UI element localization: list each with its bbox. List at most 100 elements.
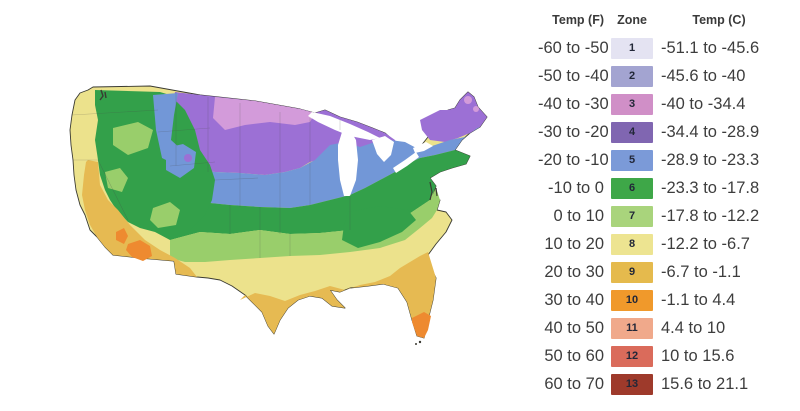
zone-number: 1 xyxy=(628,41,636,54)
temp-f-range: 30 to 40 xyxy=(544,290,604,309)
lake-erie xyxy=(393,152,419,173)
zone3-maine-spot xyxy=(473,106,479,112)
zone-number: 11 xyxy=(626,321,638,334)
temp-f-range: -60 to -50 xyxy=(538,38,609,57)
zone7-arizona-patch xyxy=(150,202,180,228)
zone-color-swatch: 13 xyxy=(611,373,653,395)
lake-michigan xyxy=(338,130,358,196)
zone-color-swatch: 3 xyxy=(611,93,653,115)
zone5-rockies-patch xyxy=(166,144,196,178)
zone5-montana-patch xyxy=(153,93,194,166)
zone-number: 8 xyxy=(628,237,636,250)
puget-sound xyxy=(99,89,107,101)
zone-color-swatch: 1 xyxy=(611,37,653,59)
lake-ontario xyxy=(413,142,433,153)
us-hardiness-zone-map xyxy=(58,70,508,360)
legend-row: -20 to -10 5 -28.9 to -23.3 xyxy=(538,146,778,174)
zone4-colorado-spot xyxy=(184,154,192,162)
state-borders xyxy=(71,92,351,258)
temp-f-range: 0 to 10 xyxy=(553,206,604,225)
us-map-svg xyxy=(69,85,488,345)
zone-color-swatch: 2 xyxy=(611,65,653,87)
zone10-arizona-patch xyxy=(126,240,152,261)
lake-huron xyxy=(372,136,394,162)
temp-f-range: 20 to 30 xyxy=(544,262,604,281)
legend-row: -40 to -30 3 -40 to -34.4 xyxy=(538,90,778,118)
zone4-newengland-region xyxy=(420,92,487,142)
temp-c-range: -17.8 to -12.2 xyxy=(661,206,760,225)
zone10-florida-patch xyxy=(412,312,431,338)
temp-c-range: -51.1 to -45.6 xyxy=(661,38,760,57)
temp-c-range: -23.3 to -17.8 xyxy=(661,178,760,197)
temp-f-range: 60 to 70 xyxy=(544,374,604,393)
zone-color-swatch: 12 xyxy=(611,345,653,367)
temp-c-range: -40 to -34.4 xyxy=(661,94,746,113)
zone7-nevada-patch xyxy=(105,168,128,192)
temp-c-range: -6.7 to -1.1 xyxy=(661,262,741,281)
legend-row: -30 to -20 4 -34.4 to -28.9 xyxy=(538,118,778,146)
lake-superior xyxy=(308,112,380,140)
temp-c-range: 15.6 to 21.1 xyxy=(661,374,749,393)
zone-number: 4 xyxy=(628,125,636,138)
legend-row: 30 to 40 10 -1.1 to 4.4 xyxy=(538,286,778,314)
legend-header-zone: Zone xyxy=(617,13,647,27)
temp-f-range: -40 to -30 xyxy=(538,94,609,113)
zone7-oregon-patch xyxy=(113,122,153,155)
temp-c-range: -12.2 to -6.7 xyxy=(661,234,750,253)
florida-keys xyxy=(415,343,417,345)
chesapeake-bay xyxy=(429,181,438,201)
zone-color-swatch: 8 xyxy=(611,233,653,255)
zone-color-swatch: 11 xyxy=(611,317,653,339)
zone-color-swatch: 9 xyxy=(611,261,653,283)
legend-row: 10 to 20 8 -12.2 to -6.7 xyxy=(538,230,778,258)
temp-f-range: 10 to 20 xyxy=(544,234,604,253)
legend-header-temp-f: Temp (F) xyxy=(552,13,604,27)
zone-number: 13 xyxy=(625,377,639,390)
zone-color-swatch: 4 xyxy=(611,121,653,143)
temp-f-range: -50 to -40 xyxy=(538,66,609,85)
temp-c-range: -1.1 to 4.4 xyxy=(661,290,736,309)
zone-number: 2 xyxy=(628,69,636,82)
temp-f-range: -30 to -20 xyxy=(538,122,609,141)
zone10-colorado-river-patch xyxy=(116,228,128,244)
zone3-maine-spot xyxy=(464,96,472,104)
florida-keys xyxy=(418,340,422,344)
temp-c-range: -28.9 to -23.3 xyxy=(661,150,760,169)
zone-number: 5 xyxy=(628,153,636,166)
zone-number: 9 xyxy=(628,265,636,278)
zone-number: 7 xyxy=(628,209,636,222)
zone-color-swatch: 6 xyxy=(611,177,653,199)
legend-row: 60 to 70 13 15.6 to 21.1 xyxy=(538,370,778,398)
temp-c-range: -45.6 to -40 xyxy=(661,66,746,85)
zone9-southwest-region xyxy=(82,160,197,277)
zone6-appalachian-tongue xyxy=(342,206,416,248)
temp-f-range: 50 to 60 xyxy=(544,346,604,365)
zone-color-swatch: 10 xyxy=(611,289,653,311)
zone-color-swatch: 5 xyxy=(611,149,653,171)
legend-row: -10 to 0 6 -23.3 to -17.8 xyxy=(538,174,778,202)
legend-rows: -60 to -50 1 -51.1 to -45.6 -50 to -40 2… xyxy=(538,34,778,398)
legend-row: 0 to 10 7 -17.8 to -12.2 xyxy=(538,202,778,230)
legend-row: -50 to -40 2 -45.6 to -40 xyxy=(538,62,778,90)
legend: Temp (F) Zone Temp (C) -60 to -50 1 -51.… xyxy=(538,8,778,398)
zone5-band xyxy=(165,127,480,208)
temp-c-range: 10 to 15.6 xyxy=(661,346,735,365)
legend-row: 40 to 50 11 4.4 to 10 xyxy=(538,314,778,342)
zone-number: 12 xyxy=(625,349,639,362)
legend-row: 20 to 30 9 -6.7 to -1.1 xyxy=(538,258,778,286)
zone-number: 10 xyxy=(625,293,639,306)
temp-f-range: -20 to -10 xyxy=(538,150,609,169)
legend-header-temp-c: Temp (C) xyxy=(692,13,746,27)
legend-header-row: Temp (F) Zone Temp (C) xyxy=(538,8,778,32)
temp-c-range: -34.4 to -28.9 xyxy=(661,122,760,141)
legend-row: 50 to 60 12 10 to 15.6 xyxy=(538,342,778,370)
temp-f-range: 40 to 50 xyxy=(544,318,604,337)
zone3-strip xyxy=(213,97,315,130)
temp-f-range: -10 to 0 xyxy=(548,178,604,197)
temp-c-range: 4.4 to 10 xyxy=(661,318,726,337)
zone-number: 6 xyxy=(628,181,636,194)
zone-color-swatch: 7 xyxy=(611,205,653,227)
legend-row: -60 to -50 1 -51.1 to -45.6 xyxy=(538,34,778,62)
zone-number: 3 xyxy=(628,97,636,110)
